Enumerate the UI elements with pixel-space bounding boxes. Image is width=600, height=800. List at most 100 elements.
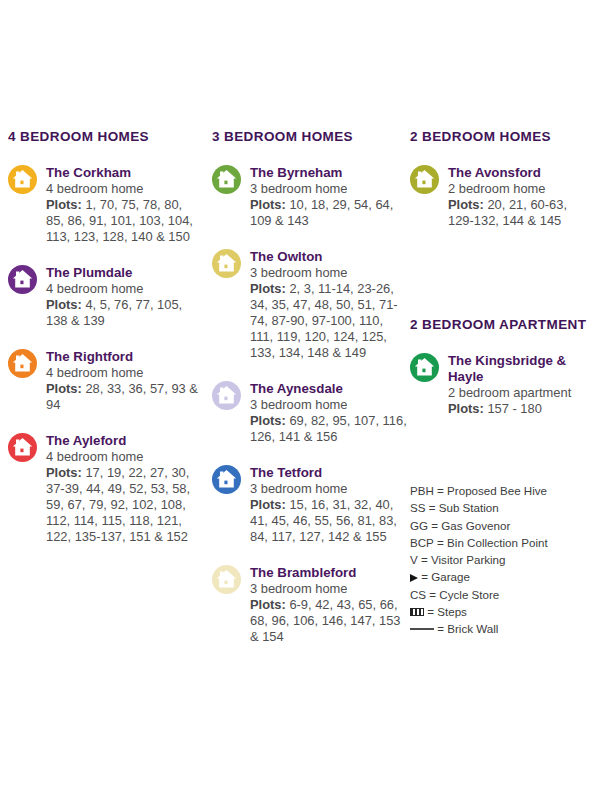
legend-meaning: Visitor Parking (431, 553, 506, 566)
home-plots: Plots: 28, 33, 36, 57, 93 & 94 (46, 381, 200, 413)
legend-equals: = (429, 588, 436, 601)
section-header: 4 BEDROOM HOMES (8, 129, 206, 145)
home-plots: Plots: 17, 19, 22, 27, 30, 37-39, 44, 49… (46, 465, 200, 545)
section-header: 3 BEDROOM HOMES (212, 129, 408, 145)
plots-label: Plots: (46, 297, 82, 312)
map-legend: PBH = Proposed Bee Hive SS = Sub Station… (410, 482, 596, 638)
home-entry: The Plumdale 4 bedroom home Plots: 4, 5,… (8, 265, 206, 329)
legend-label (410, 603, 424, 620)
legend-meaning: Gas Govenor (441, 519, 510, 532)
home-name: The Plumdale (46, 265, 200, 281)
home-entry: The Kingsbridge & Hayle 2 bedroom apartm… (410, 353, 596, 417)
legend-equals: = (427, 605, 434, 618)
home-type: 3 bedroom home (250, 581, 408, 597)
legend-equals: = (437, 484, 444, 497)
home-plots: Plots: 20, 21, 60-63, 129-132, 144 & 145 (448, 197, 586, 229)
house-icon (212, 165, 241, 194)
legend-meaning: Cycle Store (439, 588, 499, 601)
home-name: The Rightford (46, 349, 200, 365)
home-entry: The Byrneham 3 bedroom home Plots: 10, 1… (212, 165, 408, 229)
legend-item: BCP = Bin Collection Point (410, 534, 596, 551)
home-entry: The Avonsford 2 bedroom home Plots: 20, … (410, 165, 596, 229)
plots-label: Plots: (250, 413, 286, 428)
house-icon (8, 433, 37, 462)
legend-item: = Steps (410, 603, 596, 620)
steps-icon (410, 608, 424, 616)
legend-item: CS = Cycle Store (410, 586, 596, 603)
home-name: The Kingsbridge & Hayle (448, 353, 586, 385)
legend-item: GG = Gas Govenor (410, 517, 596, 534)
plots-label: Plots: (250, 281, 286, 296)
legend-meaning: Proposed Bee Hive (447, 484, 547, 497)
plots-label: Plots: (250, 597, 286, 612)
legend-label: BCP (410, 534, 434, 551)
legend-item: SS = Sub Station (410, 499, 596, 516)
house-icon (212, 565, 241, 594)
house-icon (212, 249, 241, 278)
home-type: 2 bedroom apartment (448, 385, 586, 401)
plots-label: Plots: (46, 197, 82, 212)
legend-label (410, 568, 418, 585)
home-type: 4 bedroom home (46, 449, 200, 465)
home-type: 3 bedroom home (250, 397, 408, 413)
home-type: 3 bedroom home (250, 481, 408, 497)
home-type: 4 bedroom home (46, 281, 200, 297)
home-plots: Plots: 69, 82, 95, 107, 116, 126, 141 & … (250, 413, 408, 445)
column-2-bedroom: 2 BEDROOM HOMES The Avonsford 2 bedroom … (410, 129, 596, 638)
home-entry: The Aynesdale 3 bedroom home Plots: 69, … (212, 381, 408, 445)
plots-values: 157 - 180 (487, 401, 541, 416)
home-entry: The Brambleford 3 bedroom home Plots: 6-… (212, 565, 408, 645)
plots-label: Plots: (250, 497, 286, 512)
home-name: The Brambleford (250, 565, 408, 581)
home-entry: The Rightford 4 bedroom home Plots: 28, … (8, 349, 206, 413)
legend-equals: = (429, 501, 436, 514)
home-plots: Plots: 10, 18, 29, 54, 64, 109 & 143 (250, 197, 408, 229)
house-icon (212, 465, 241, 494)
development-key-page: 4 BEDROOM HOMES The Corkham 4 bedroom ho… (0, 0, 600, 800)
brick-wall-icon (410, 628, 434, 630)
legend-meaning: Steps (437, 605, 467, 618)
home-type: 3 bedroom home (250, 181, 408, 197)
column-3-bedroom: 3 BEDROOM HOMES The Byrneham 3 bedroom h… (212, 129, 408, 665)
home-type: 3 bedroom home (250, 265, 408, 281)
home-type: 4 bedroom home (46, 181, 200, 197)
home-type: 4 bedroom home (46, 365, 200, 381)
legend-label (410, 620, 434, 637)
garage-icon (410, 574, 418, 582)
home-entry: The Owlton 3 bedroom home Plots: 2, 3, 1… (212, 249, 408, 361)
home-type: 2 bedroom home (448, 181, 586, 197)
house-icon (8, 265, 37, 294)
legend-label: SS (410, 499, 425, 516)
house-icon (410, 165, 439, 194)
house-icon (212, 381, 241, 410)
home-plots: Plots: 15, 16, 31, 32, 40, 41, 45, 46, 5… (250, 497, 408, 545)
legend-meaning: Garage (431, 570, 470, 583)
legend-meaning: Sub Station (439, 501, 499, 514)
home-name: The Aynesdale (250, 381, 408, 397)
legend-equals: = (421, 553, 428, 566)
plots-label: Plots: (448, 197, 484, 212)
legend-meaning: Bin Collection Point (447, 536, 548, 549)
plots-label: Plots: (250, 197, 286, 212)
legend-equals: = (437, 622, 444, 635)
home-name: The Ayleford (46, 433, 200, 449)
home-plots: Plots: 157 - 180 (448, 401, 586, 417)
section-header: 2 BEDROOM APARTMENT (410, 317, 596, 333)
home-name: The Owlton (250, 249, 408, 265)
home-name: The Byrneham (250, 165, 408, 181)
legend-equals: = (437, 536, 444, 549)
section-header: 2 BEDROOM HOMES (410, 129, 596, 145)
home-plots: Plots: 6-9, 42, 43, 65, 66, 68, 96, 106,… (250, 597, 408, 645)
home-plots: Plots: 4, 5, 76, 77, 105, 138 & 139 (46, 297, 200, 329)
legend-item: = Brick Wall (410, 620, 596, 637)
column-4-bedroom: 4 BEDROOM HOMES The Corkham 4 bedroom ho… (8, 129, 206, 565)
legend-equals: = (421, 570, 428, 583)
legend-item: V = Visitor Parking (410, 551, 596, 568)
home-name: The Corkham (46, 165, 200, 181)
house-icon (410, 353, 439, 382)
legend-equals: = (431, 519, 438, 532)
plots-label: Plots: (448, 401, 484, 416)
home-name: The Avonsford (448, 165, 586, 181)
plots-label: Plots: (46, 381, 82, 396)
legend-label: V (410, 551, 418, 568)
